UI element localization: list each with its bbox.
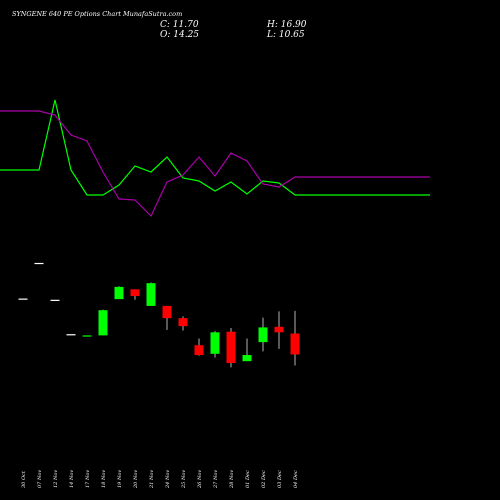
candle-body	[226, 331, 236, 364]
high-value: H: 16.90	[267, 20, 307, 30]
indicator-line-lower	[0, 110, 430, 218]
candle-body	[258, 327, 268, 343]
candle-body	[114, 286, 124, 300]
candle-body	[274, 326, 284, 333]
x-tick-label: 14 Nov	[69, 470, 75, 488]
x-tick-label: 26 Nov	[197, 470, 203, 489]
x-tick-label: 02 Dec	[261, 470, 267, 488]
x-tick-label: 24 Nov	[165, 470, 171, 489]
x-tick-label: 19 Nov	[117, 470, 123, 488]
indicator-line-upper	[0, 99, 430, 196]
candle-body	[178, 318, 188, 327]
candle-body	[98, 310, 108, 336]
x-tick-label: 07 Nov	[37, 470, 43, 488]
x-tick-label: 20 Nov	[133, 470, 139, 489]
candle-body	[194, 345, 204, 356]
low-value: L: 10.65	[267, 30, 305, 40]
x-tick-label: 27 Nov	[213, 470, 219, 489]
candle-body	[290, 333, 300, 355]
candle-body	[162, 305, 172, 319]
x-tick-label: 17 Nov	[85, 470, 91, 488]
candle-body	[130, 289, 140, 297]
x-tick-label: 01 Dec	[245, 470, 251, 488]
x-tick-label: 03 Dec	[277, 470, 283, 488]
x-tick-label: 28 Nov	[229, 470, 235, 489]
x-tick-label: 25 Nov	[181, 470, 187, 489]
open-value: O: 14.25	[160, 30, 200, 40]
x-tick-label: 04 Dec	[293, 470, 299, 488]
x-tick-label: 30 Oct	[21, 470, 27, 488]
candle-body	[210, 332, 220, 354]
x-tick-label: 21 Nov	[149, 470, 155, 489]
candle-body	[242, 355, 252, 362]
chart-title: SYNGENE 640 PE Options Chart MunafaSutra…	[12, 10, 183, 18]
close-value: C: 11.70	[160, 20, 199, 30]
x-tick-label: 18 Nov	[101, 470, 107, 488]
candle-body	[146, 283, 156, 306]
x-tick-label: 12 Nov	[53, 470, 59, 488]
